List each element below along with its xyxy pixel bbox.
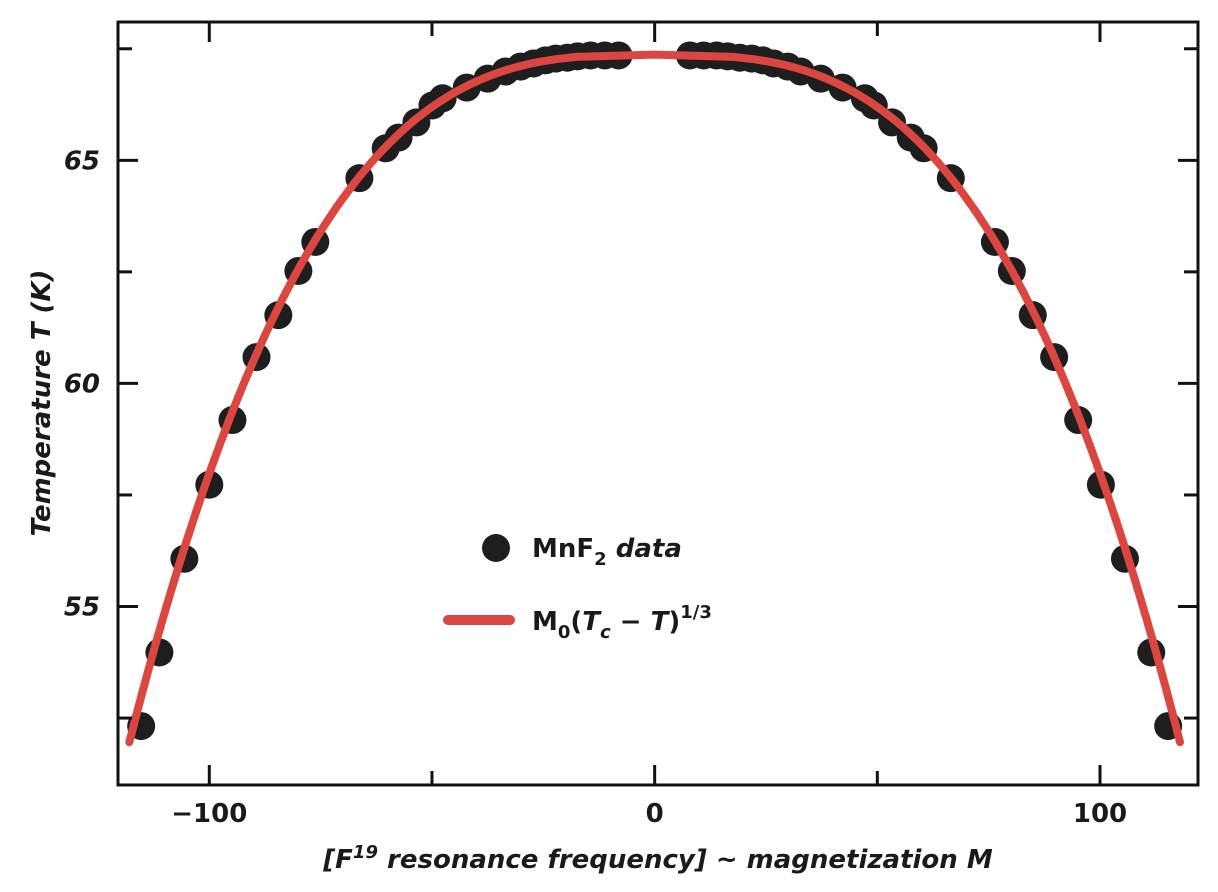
x-axis-label: [F19 resonance frequency] ~ magnetizatio…: [322, 842, 993, 875]
fit-curve: [125, 50, 1184, 747]
y-axis-label: Temperature T (K): [27, 270, 57, 537]
plot-frame: [116, 20, 1200, 787]
x-tick-label: 100: [1073, 799, 1127, 829]
legend-label-data: MnF2 data: [532, 534, 682, 570]
legend-marker-data: [482, 534, 510, 562]
x-tick-label: −100: [171, 799, 247, 829]
y-tick-label: 55: [64, 593, 100, 623]
y-tick-label: 65: [64, 146, 100, 176]
x-tick-label: 0: [646, 799, 664, 829]
legend: MnF2 data M0(Tc − T)1/3: [443, 534, 712, 643]
y-tick-label: 60: [64, 369, 100, 399]
legend-label-fit: M0(Tc − T)1/3: [532, 602, 712, 643]
